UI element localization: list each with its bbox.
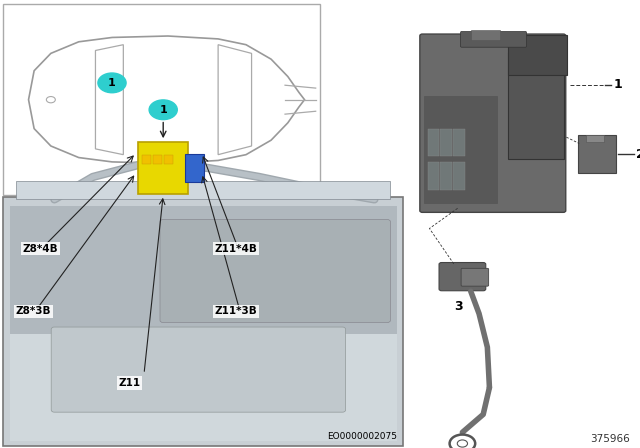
FancyBboxPatch shape	[142, 155, 151, 164]
FancyBboxPatch shape	[424, 96, 497, 202]
FancyBboxPatch shape	[10, 206, 397, 334]
Text: EO0000002075: EO0000002075	[327, 432, 397, 441]
FancyBboxPatch shape	[508, 52, 564, 159]
FancyBboxPatch shape	[453, 129, 465, 156]
FancyBboxPatch shape	[461, 31, 527, 47]
FancyBboxPatch shape	[461, 268, 489, 286]
Text: Z11*3B: Z11*3B	[214, 306, 257, 316]
FancyBboxPatch shape	[440, 162, 452, 190]
FancyBboxPatch shape	[428, 129, 439, 156]
Text: Z8*3B: Z8*3B	[16, 306, 51, 316]
Text: 1: 1	[613, 78, 622, 91]
FancyBboxPatch shape	[10, 334, 397, 441]
Text: 1: 1	[108, 78, 116, 88]
Text: Z11*4B: Z11*4B	[214, 244, 257, 254]
FancyBboxPatch shape	[164, 155, 173, 164]
Circle shape	[149, 100, 177, 120]
FancyBboxPatch shape	[586, 135, 605, 142]
FancyBboxPatch shape	[152, 155, 163, 164]
Text: 1: 1	[159, 105, 167, 115]
FancyBboxPatch shape	[508, 35, 567, 75]
FancyBboxPatch shape	[440, 129, 452, 156]
FancyBboxPatch shape	[16, 181, 390, 199]
Text: Z11: Z11	[118, 378, 141, 388]
FancyBboxPatch shape	[3, 4, 320, 195]
FancyBboxPatch shape	[578, 135, 616, 173]
FancyBboxPatch shape	[51, 327, 346, 412]
FancyBboxPatch shape	[138, 142, 188, 194]
Text: 3: 3	[454, 300, 463, 313]
FancyBboxPatch shape	[428, 162, 439, 190]
Text: 375966: 375966	[591, 434, 630, 444]
FancyBboxPatch shape	[471, 30, 500, 40]
FancyBboxPatch shape	[420, 34, 566, 212]
FancyBboxPatch shape	[160, 220, 390, 323]
FancyBboxPatch shape	[3, 197, 403, 446]
Text: 2: 2	[636, 148, 640, 161]
FancyBboxPatch shape	[453, 162, 465, 190]
FancyBboxPatch shape	[185, 154, 204, 182]
Circle shape	[98, 73, 126, 93]
Text: Z8*4B: Z8*4B	[22, 244, 58, 254]
FancyBboxPatch shape	[439, 263, 486, 291]
